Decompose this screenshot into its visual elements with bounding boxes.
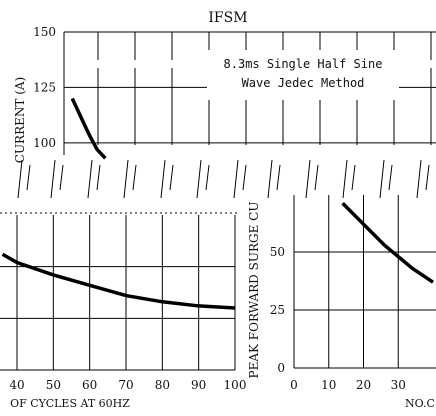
x-tick-label: 70	[118, 378, 133, 392]
lower-left-chart-panel: 40 50 60 70 80 90 100 OF CYCLES AT 60HZ	[0, 215, 246, 410]
x-tick-label: 20	[356, 378, 371, 392]
x-tick-label: 100	[224, 378, 247, 392]
annotation-box	[207, 50, 399, 100]
y-tick-label: 100	[33, 136, 56, 150]
fragment-stroke	[160, 159, 166, 199]
fragment-stroke	[314, 164, 319, 191]
x-tick-label: 0	[290, 378, 298, 392]
fragment-stroke	[50, 159, 56, 199]
x-tick-label: 80	[155, 378, 170, 392]
fragment-stroke	[196, 159, 202, 199]
x-tick-label: 10	[321, 378, 336, 392]
fragment-stroke	[233, 159, 239, 199]
surge-curve-line	[70, 97, 107, 160]
fragment-stroke	[379, 159, 385, 199]
lower-right-chart-panel: 0 25 50 0 10 20 30 PEAK FORWARD SURGE CU NO.C	[247, 195, 436, 410]
y-tick-label: 125	[33, 80, 56, 94]
upper-chart-panel: IFSM 8.3ms Single Half Sine Wave Jedec M…	[13, 10, 436, 163]
x-tick-label: 30	[391, 378, 406, 392]
y-tick-label: 25	[270, 303, 285, 317]
fragment-stroke	[242, 164, 247, 191]
x-axis-label-cycles: OF CYCLES AT 60HZ	[10, 397, 130, 410]
fragment-stroke	[267, 159, 273, 199]
fragment-stroke	[123, 159, 129, 199]
fragment-stroke	[205, 164, 210, 191]
fragment-stroke	[388, 164, 393, 191]
annotation-line-2: Wave Jedec Method	[242, 76, 365, 90]
surge-curve-line	[341, 202, 434, 284]
fragment-stroke	[169, 164, 174, 191]
y-tick-label: 0	[277, 361, 285, 375]
gridline-fragment-band	[0, 159, 430, 214]
fragment-stroke	[132, 164, 137, 191]
fragment-stroke	[96, 164, 101, 191]
x-axis-label-no: NO.C	[405, 397, 435, 410]
fragment-stroke	[87, 159, 93, 199]
x-tick-label: 40	[9, 378, 24, 392]
fragment-stroke	[26, 164, 31, 191]
fragment-stroke	[342, 159, 348, 199]
surge-curve-line	[1, 252, 236, 310]
fragment-stroke	[305, 159, 311, 199]
fragment-stroke	[59, 164, 64, 191]
fragment-stroke	[276, 164, 281, 191]
y-axis-label-surge: PEAK FORWARD SURGE CU	[247, 202, 261, 379]
x-tick-label: 50	[46, 378, 61, 392]
fragment-stroke	[17, 159, 23, 199]
x-tick-label: 90	[191, 378, 206, 392]
chart-title: IFSM	[208, 10, 247, 26]
fragment-stroke	[425, 164, 430, 191]
y-axis-label-current: CURRENT (A)	[13, 77, 27, 163]
y-tick-label: 50	[270, 245, 285, 259]
fragment-stroke	[351, 164, 356, 191]
fragment-stroke	[416, 159, 422, 199]
annotation-line-1: 8.3ms Single Half Sine	[224, 57, 383, 71]
y-tick-label: 150	[33, 25, 56, 39]
x-tick-label: 60	[82, 378, 97, 392]
